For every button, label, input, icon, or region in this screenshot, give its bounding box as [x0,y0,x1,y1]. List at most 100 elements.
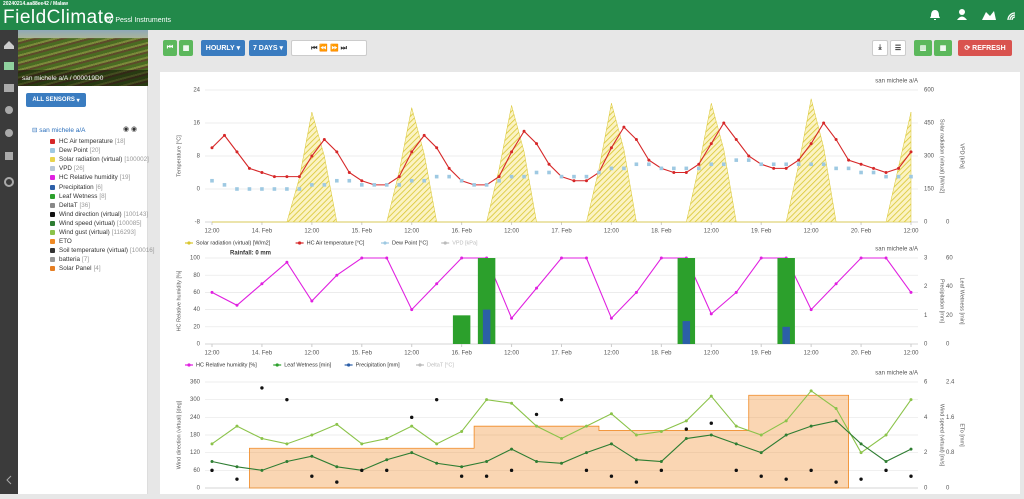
chart-button[interactable]: ▥ [914,40,932,56]
user-icon[interactable] [959,9,965,15]
nav-icon[interactable] [5,129,13,137]
marker [235,150,239,154]
y2-tick-label: 0 [924,342,928,348]
point [247,187,252,191]
collapse-icon[interactable] [6,475,12,485]
y-tick-label: 40 [193,307,200,313]
marker [335,273,339,277]
station-name[interactable]: san michele a/A / 000019D0 [18,70,148,86]
x-tick-label: 12:00 [304,351,320,357]
signal-icon[interactable] [1007,12,1016,21]
legend-label: Dew Point [°C] [392,240,428,246]
marker [809,308,813,312]
point [297,187,302,191]
point [684,427,689,431]
sensor-item[interactable]: Leaf Wetness [8] [50,193,106,200]
sensor-item[interactable]: VPD [26] [50,165,84,172]
sensor-item[interactable]: Wind direction (virtual) [100143] [50,211,148,218]
x-tick-label: 12:00 [404,229,420,235]
interval-button[interactable]: HOURLY ▾ [201,40,245,56]
sensor-item[interactable]: ETO [50,238,72,245]
marker [260,468,264,472]
sensor-item[interactable]: Solar Panel [4] [50,265,101,272]
legend-item[interactable]: HC Air temperature [°C] [295,240,365,246]
marker [497,175,501,179]
marker [210,442,214,446]
point [484,474,489,478]
nav-icon[interactable] [5,152,13,160]
line [211,257,912,320]
y-tick-label: 0 [197,187,201,193]
y-tick-label: 0 [197,342,201,348]
marker [385,437,389,441]
chart-button[interactable]: ▦ [934,40,952,56]
settings-icon[interactable] [4,177,14,187]
chart-icon[interactable] [982,11,996,20]
sensor-item[interactable]: Wind speed (virtual) [100085] [50,220,142,227]
sensor-item[interactable]: HC Air temperature [18] [50,138,125,145]
marker [285,175,289,179]
home-icon[interactable] [4,41,14,49]
sensor-item[interactable]: Precipitation [6] [50,184,103,191]
series [452,258,795,344]
legend-item[interactable]: Leaf Wetness [min] [273,362,332,368]
tree-root[interactable]: ⊟ san michele a/A [32,127,86,134]
y2-axis-label: Solar radiation (virtual) [W/m2] [939,119,945,194]
point [784,162,788,167]
x-tick-label: 12:00 [704,229,720,235]
sensor-icon [50,239,55,245]
table-button[interactable]: ☰ [890,40,906,56]
download-button[interactable]: ⤓ [872,40,888,56]
point [534,170,539,175]
x-tick-label: 12:00 [204,229,220,235]
sensor-name: Solar Panel [59,265,92,273]
marker [297,175,301,179]
sensor-item[interactable]: DeltaT [36] [50,202,90,209]
nav-icon[interactable] [4,84,14,92]
nav-group[interactable]: ⏮ ⏪ ⏩ ⏭ [291,40,367,56]
series: Wind direction (virtual) [deg] [210,386,913,484]
legend-item[interactable]: HC Relative humidity [%] [185,362,257,368]
legend-item[interactable]: Precipitation [mm] [344,362,400,368]
first-button[interactable]: ⏮ [163,40,177,56]
chart-title: san michele a/A [875,247,918,253]
refresh-button[interactable]: ⟳ REFRESH [958,40,1012,56]
sensor-item[interactable]: HC Relative humidity [19] [50,174,130,181]
marker [734,290,738,294]
point [821,162,826,167]
point [909,174,913,179]
point [322,183,327,187]
range-button[interactable]: 7 DAYS ▾ [249,40,287,56]
y2-axis-label: Wind speed (virtual) [m/s] [939,404,945,467]
marker [285,442,289,446]
sensor-item[interactable]: Dew Point [20] [50,147,100,154]
chart-nav-icon[interactable] [4,62,14,70]
bar [682,321,691,344]
x-tick-label: 12:00 [903,229,919,235]
sensor-item[interactable]: Soil temperature (virtual) [100016] [50,247,154,254]
point [634,162,639,167]
logo[interactable]: FieldClimate [3,7,115,28]
point [522,174,526,179]
legend-item[interactable]: Solar radiation (virtual) [W/m2] [185,240,271,246]
marker [535,286,539,290]
sensor-item[interactable]: batteria [7] [50,256,89,263]
bell-icon[interactable] [930,10,940,20]
legend-item[interactable]: Dew Point [°C] [381,240,428,246]
y3-tick-label: 0.8 [946,450,955,456]
eye-icons[interactable]: ◉ ◉ [123,126,138,133]
point [659,468,664,473]
point [734,158,739,162]
sensor-item[interactable]: Solar radiation (virtual) [100002] [50,156,149,163]
point [459,178,464,183]
legend-item[interactable]: DeltaT [°C] [416,362,454,368]
all-sensors-button[interactable]: ALL SENSORS ▾ [26,93,86,107]
y3-tick-label: 40 [946,284,953,290]
calendar-button[interactable]: ▦ [179,40,193,56]
marker [385,458,389,462]
sensor-item[interactable]: Wind gust (virtual) [116293] [50,229,136,236]
point [597,170,601,175]
nav-icon[interactable] [5,106,13,114]
marker [709,394,713,398]
legend-item[interactable]: VPD [kPa] [441,240,478,246]
